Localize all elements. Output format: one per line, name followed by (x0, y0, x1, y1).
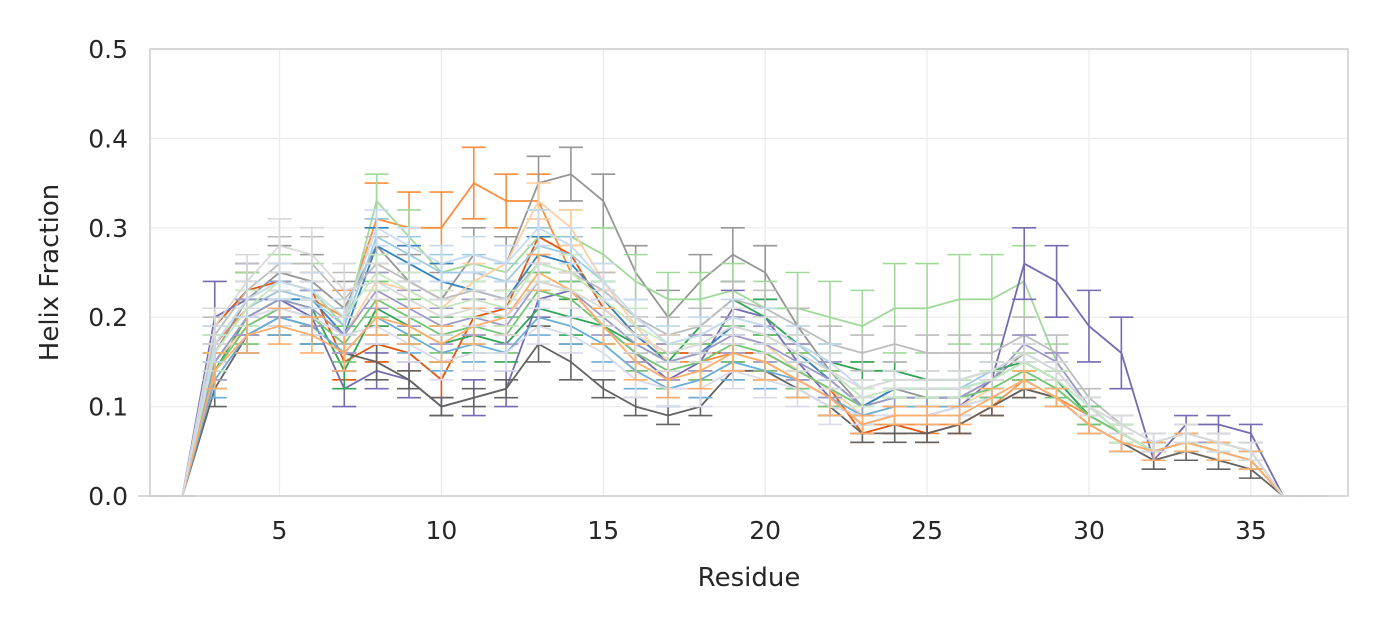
y-axis-label: Helix Fraction (35, 184, 65, 361)
x-axis-label: Residue (698, 563, 801, 593)
x-tick-label: 10 (425, 516, 457, 545)
plot-frame (149, 48, 1349, 497)
y-tick-label: 0.4 (88, 124, 128, 153)
y-tick-label: 0.2 (88, 303, 128, 332)
y-tick-label: 0.0 (88, 482, 128, 511)
x-tick-label: 20 (749, 516, 781, 545)
x-tick-label: 5 (272, 516, 288, 545)
y-tick-label: 0.5 (88, 35, 128, 64)
x-tick-label: 35 (1235, 516, 1267, 545)
series-group (138, 146, 1328, 497)
series-line (150, 271, 1316, 497)
x-tick-label: 25 (911, 516, 943, 545)
series-19 (138, 218, 1328, 497)
gridlines (150, 48, 1348, 497)
y-tick-label: 0.1 (88, 393, 128, 422)
series-line (150, 244, 1316, 497)
x-tick-label: 30 (1073, 516, 1105, 545)
y-tick-label: 0.3 (88, 214, 128, 243)
x-tick-label: 15 (587, 516, 619, 545)
tick-labels: 5 10 15 20 25 30 35 0.0 0.1 0.2 0.3 0.4 0.5 (88, 35, 1267, 545)
